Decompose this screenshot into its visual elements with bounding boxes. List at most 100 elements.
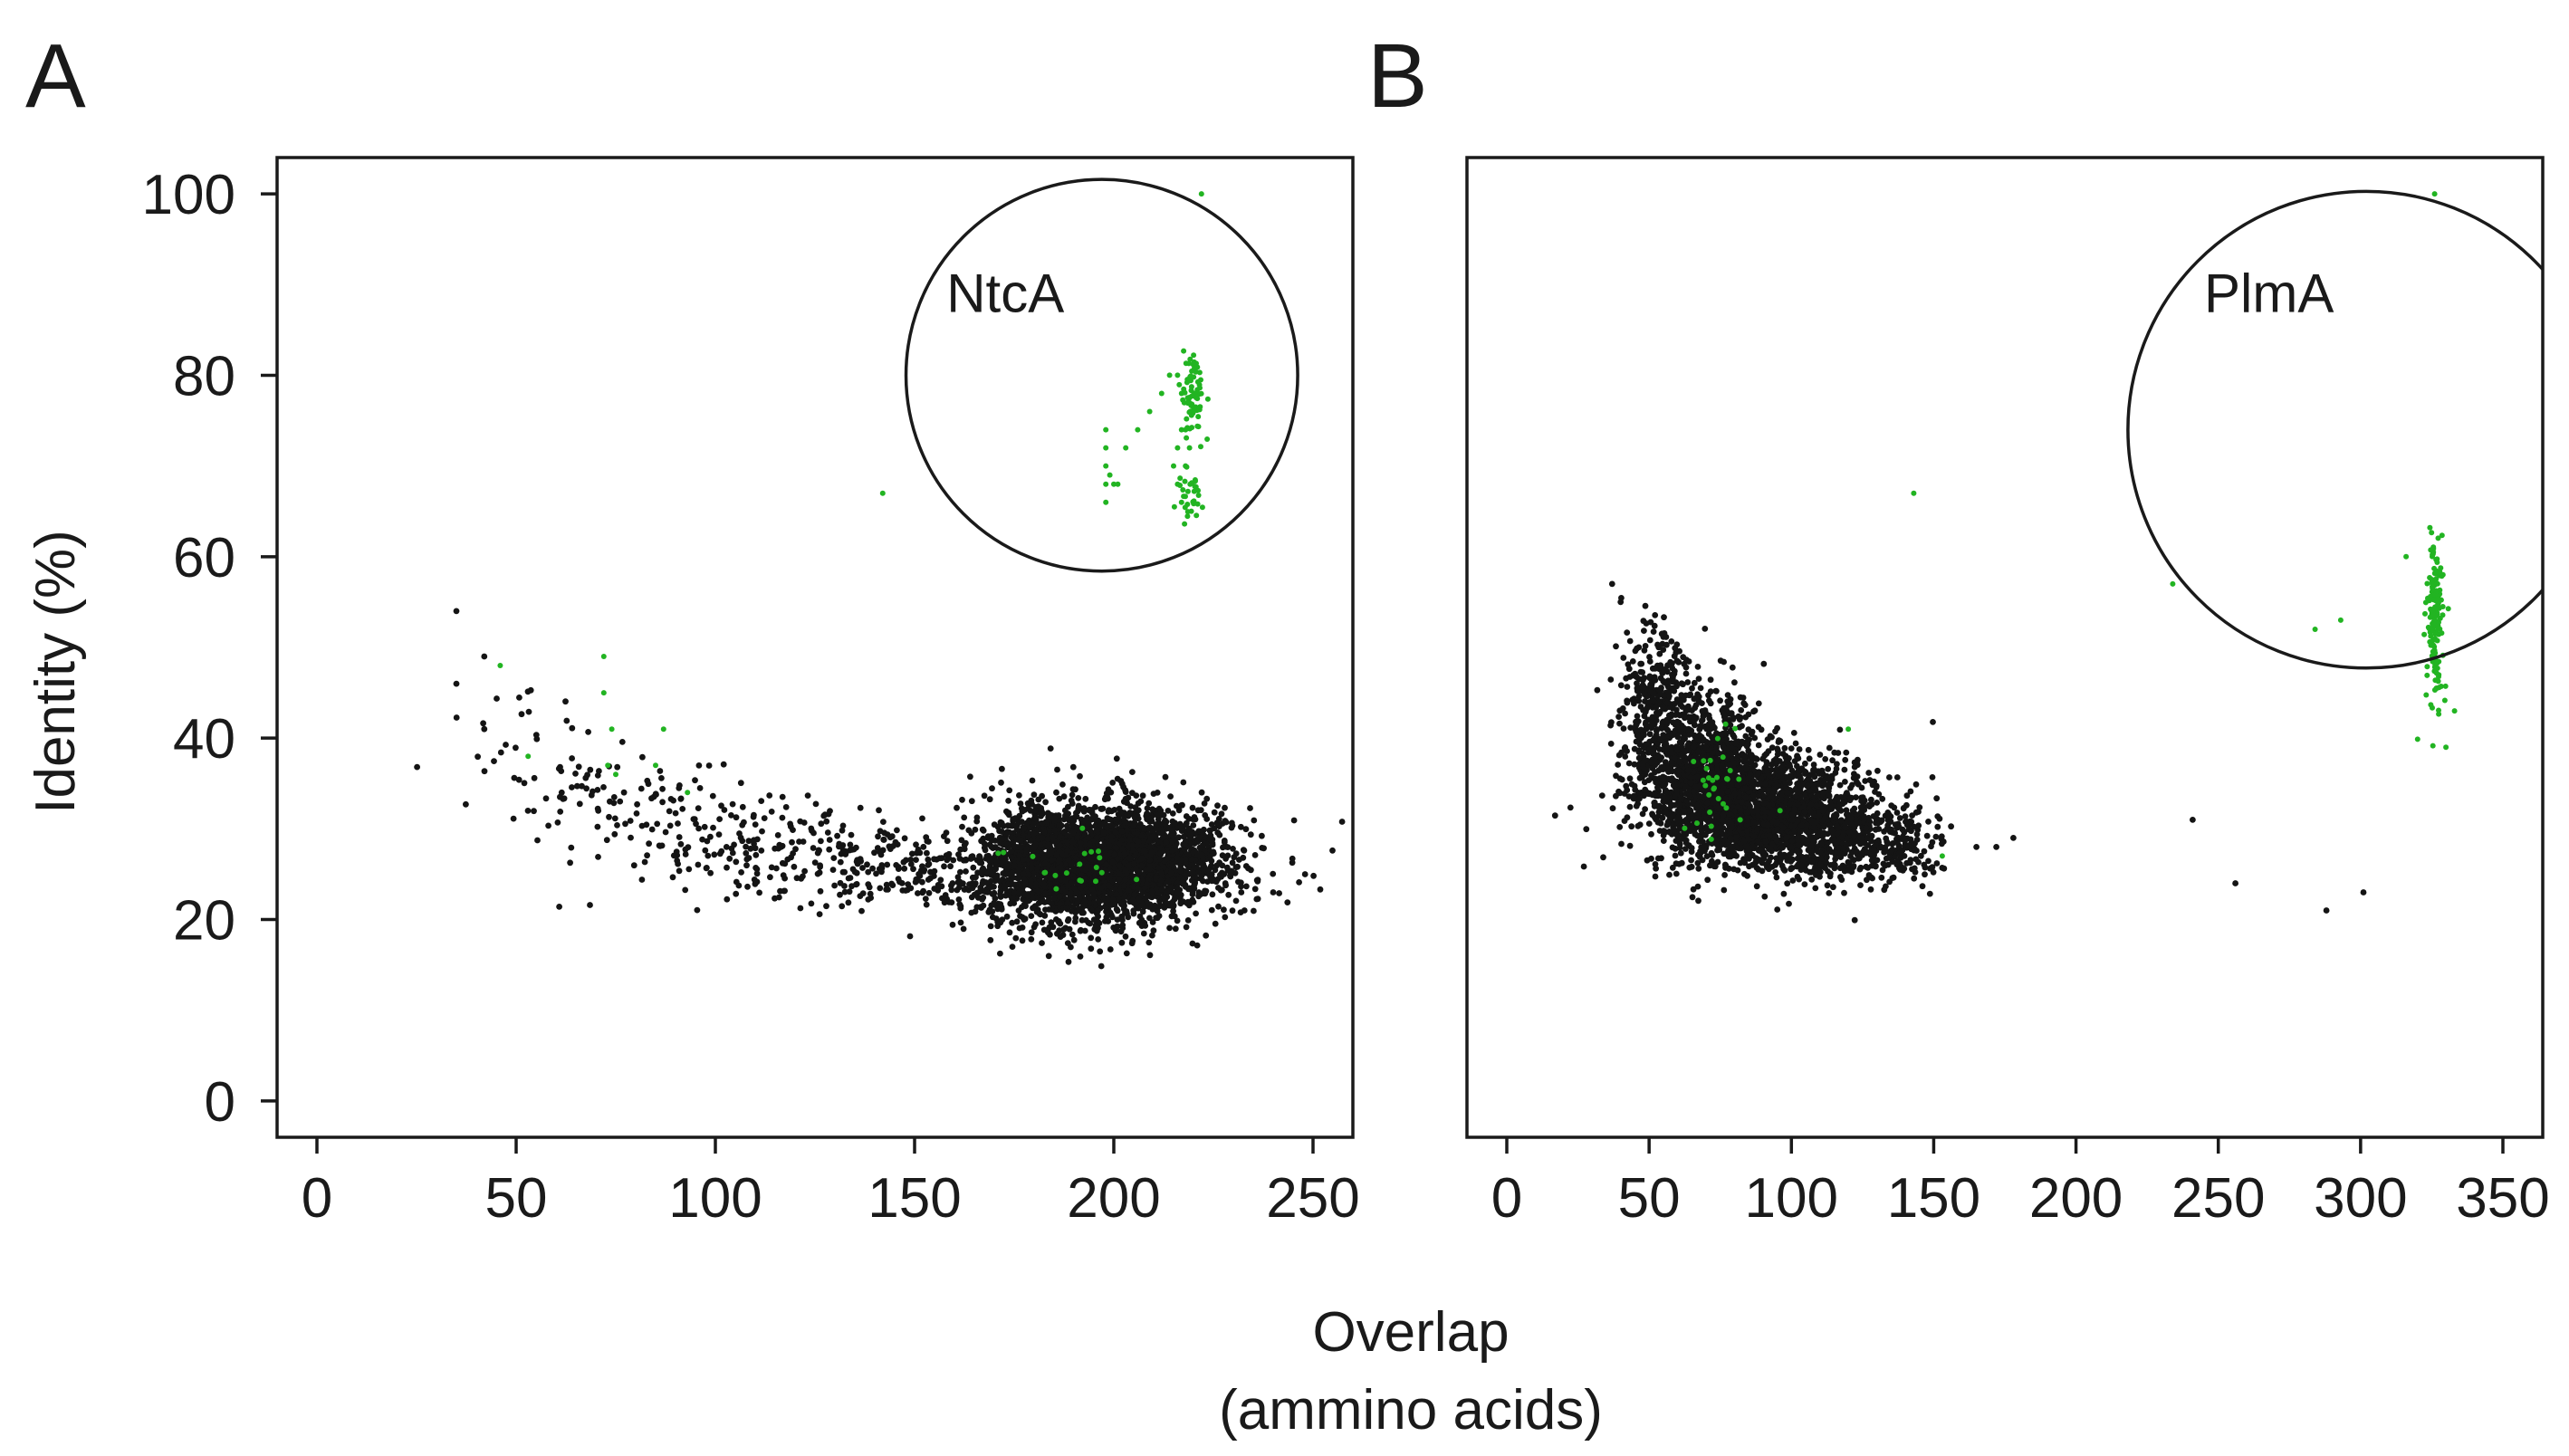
data-point — [816, 911, 823, 917]
data-point — [721, 807, 728, 813]
data-point — [1161, 904, 1168, 911]
panel-a-y-tick-label: 0 — [205, 1071, 235, 1134]
data-point — [1184, 917, 1192, 924]
data-point — [696, 785, 704, 791]
data-point — [453, 608, 460, 615]
data-point — [925, 889, 933, 896]
data-point — [1686, 864, 1693, 871]
data-point — [1186, 830, 1193, 838]
data-point — [1169, 848, 1175, 854]
data-point — [1639, 810, 1646, 818]
data-point — [634, 800, 640, 808]
data-point — [1110, 924, 1117, 931]
data-point — [611, 815, 618, 822]
data-point — [1028, 913, 1035, 919]
data-point — [1101, 855, 1107, 861]
data-point — [970, 864, 977, 871]
data-point — [695, 861, 702, 868]
data-point — [666, 808, 673, 815]
data-point — [1131, 812, 1137, 819]
data-point — [1186, 445, 1193, 451]
data-point — [756, 889, 762, 896]
data-point — [1103, 481, 1109, 487]
data-point — [1843, 749, 1850, 756]
data-point — [849, 866, 857, 873]
data-point — [1185, 864, 1192, 871]
data-point — [907, 857, 915, 863]
data-point — [751, 811, 757, 819]
data-point — [920, 843, 927, 850]
data-point — [628, 834, 634, 841]
data-point — [1182, 478, 1188, 484]
data-point — [1146, 800, 1153, 807]
data-point — [1041, 860, 1049, 867]
data-point — [885, 886, 891, 893]
data-point — [1184, 509, 1191, 515]
data-point — [1103, 445, 1109, 451]
data-point — [973, 818, 981, 825]
data-point — [871, 849, 877, 857]
data-point — [1050, 895, 1058, 902]
data-point — [1192, 477, 1198, 483]
data-point — [1118, 809, 1125, 816]
data-point — [494, 695, 500, 702]
data-point — [1098, 869, 1105, 876]
data-point — [1118, 828, 1126, 835]
data-point — [1085, 835, 1092, 841]
data-point — [784, 856, 791, 863]
data-point — [1195, 493, 1202, 498]
data-point — [1119, 916, 1126, 924]
data-point — [1189, 869, 1196, 876]
data-point — [779, 793, 786, 800]
data-point — [1090, 812, 1097, 819]
data-point — [1198, 851, 1205, 858]
data-point — [1170, 907, 1176, 915]
data-point — [1059, 885, 1066, 892]
data-point — [1114, 916, 1121, 923]
data-point — [1184, 435, 1190, 441]
data-point — [1053, 886, 1059, 892]
data-point — [1095, 936, 1102, 943]
data-point — [481, 768, 488, 775]
data-point — [1251, 886, 1259, 893]
data-point — [790, 827, 796, 833]
data-point — [1177, 867, 1184, 875]
data-point — [761, 815, 768, 821]
data-point — [1181, 348, 1187, 354]
data-point — [1065, 882, 1072, 889]
data-point — [1146, 901, 1154, 908]
data-point — [1174, 802, 1180, 809]
data-point — [1209, 841, 1216, 848]
data-point — [1222, 880, 1229, 886]
data-point — [875, 833, 881, 840]
data-point — [1155, 816, 1162, 823]
data-point — [743, 849, 750, 857]
data-point — [1009, 881, 1016, 887]
data-point — [1761, 893, 1769, 900]
panel-a-y-tick-label: 60 — [173, 527, 235, 589]
data-point — [715, 831, 723, 838]
data-point — [922, 896, 929, 902]
data-point — [1144, 880, 1150, 887]
data-point — [1338, 819, 1346, 825]
data-point — [1270, 889, 1277, 896]
data-point — [919, 815, 925, 822]
data-point — [841, 888, 848, 896]
data-point — [1015, 868, 1021, 876]
data-point — [1093, 878, 1098, 885]
data-point — [1183, 463, 1189, 469]
data-point — [1087, 895, 1093, 901]
data-point — [1180, 779, 1187, 786]
data-point — [711, 851, 718, 858]
data-point — [677, 795, 685, 802]
data-point — [967, 773, 973, 781]
data-point — [1088, 856, 1095, 863]
data-point — [1202, 887, 1208, 895]
data-point — [1040, 880, 1047, 887]
data-point — [1146, 857, 1154, 864]
data-point — [453, 680, 460, 687]
data-point — [779, 814, 786, 821]
data-point — [989, 908, 996, 915]
data-point — [853, 881, 859, 888]
data-point — [968, 798, 975, 805]
